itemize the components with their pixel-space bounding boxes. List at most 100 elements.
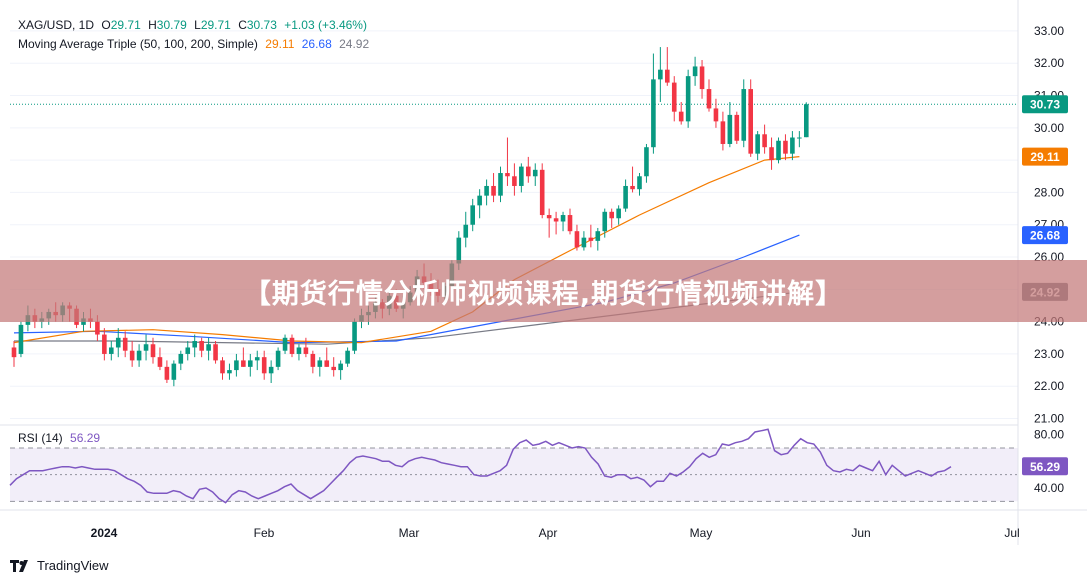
candle	[282, 334, 288, 354]
candle	[338, 360, 343, 380]
candle	[129, 341, 135, 367]
candle-body	[560, 215, 566, 222]
candle-body	[289, 337, 295, 354]
price-tick-label: 30.00	[1034, 121, 1064, 135]
candle	[303, 337, 309, 358]
candle	[317, 357, 323, 377]
candle	[220, 357, 225, 380]
candle-body	[275, 350, 281, 367]
candle-body	[678, 111, 684, 122]
candle-body	[532, 169, 538, 177]
price-badge-bg	[1022, 147, 1068, 166]
candle	[345, 347, 350, 367]
candle	[234, 353, 239, 377]
candle-body	[706, 89, 712, 109]
candle	[331, 357, 336, 377]
time-tick-label: 2024	[91, 526, 118, 540]
candle	[790, 131, 795, 161]
candle-body	[574, 231, 580, 248]
rsi-tick-label: 40.00	[1034, 481, 1064, 495]
candle	[616, 205, 621, 225]
candle-body	[797, 137, 802, 139]
candle-body	[783, 140, 788, 154]
candle	[192, 334, 197, 358]
candle	[595, 227, 601, 251]
candle	[713, 98, 719, 128]
candle	[261, 350, 267, 380]
symbol-header: XAG/USD, 1D O29.71 H30.79 L29.71 C30.73 …	[18, 18, 371, 32]
candle-body	[456, 237, 462, 264]
ma-legend: Moving Average Triple (50, 100, 200, Sim…	[18, 37, 373, 51]
rsi-value: 56.29	[70, 431, 101, 445]
candle-body	[164, 366, 170, 380]
candle	[470, 198, 475, 232]
rsi-badge-label: 56.29	[1030, 460, 1060, 474]
ma200-value: 24.92	[339, 37, 370, 51]
candle-body	[665, 69, 670, 83]
candle	[658, 47, 663, 102]
candle	[310, 350, 316, 374]
candle-body	[352, 321, 357, 351]
candle-body	[234, 360, 239, 371]
candle	[178, 350, 184, 371]
candle	[755, 131, 760, 161]
candle-body	[331, 366, 336, 371]
candle-body	[463, 224, 469, 238]
candle	[254, 350, 260, 371]
candle	[651, 53, 656, 154]
price-badge-label: 29.11	[1030, 150, 1060, 164]
candle-body	[282, 337, 288, 351]
candle	[762, 124, 767, 154]
candle-body	[268, 366, 274, 374]
tradingview-logo-icon	[10, 559, 28, 572]
price-badge: 26.68	[1022, 226, 1068, 245]
candle-body	[150, 344, 156, 358]
open-value: 29.71	[110, 18, 141, 32]
candle-body	[519, 166, 524, 186]
candle-body	[136, 350, 142, 361]
candle-body	[338, 363, 343, 371]
candle-body	[692, 66, 698, 77]
price-badge-bg	[1022, 226, 1068, 245]
candle	[630, 166, 635, 193]
candle	[678, 101, 684, 125]
time-tick-label: May	[690, 526, 713, 540]
candle-body	[526, 166, 531, 177]
candle	[512, 163, 517, 196]
candle-body	[227, 370, 232, 374]
candle	[692, 56, 698, 86]
candle	[574, 224, 580, 251]
banner-text: 【期货行情分析师视频课程,期货行情视频讲解】	[243, 278, 844, 310]
candle	[553, 211, 559, 235]
candle	[539, 163, 545, 219]
rsi-pane	[9, 428, 1018, 504]
price-badge-bg	[1022, 95, 1068, 114]
candle	[526, 156, 531, 183]
low-value: 29.71	[200, 18, 231, 32]
price-tick-label: 23.00	[1034, 347, 1064, 361]
candle-body	[171, 363, 177, 380]
time-tick-label: Jun	[851, 526, 870, 540]
candle	[665, 47, 670, 86]
change-value: +1.03 (+3.46%)	[284, 18, 367, 32]
candle-body	[658, 69, 663, 80]
candle	[519, 163, 524, 193]
candle-body	[470, 205, 475, 225]
candle	[185, 341, 191, 361]
candle	[734, 111, 740, 144]
close-label: C	[238, 18, 247, 32]
rsi-tick-label: 80.00	[1034, 428, 1064, 442]
price-tick-label: 33.00	[1034, 24, 1064, 38]
candle-body	[581, 237, 587, 248]
candle	[491, 173, 496, 203]
candle-body	[602, 211, 608, 232]
candle-body	[254, 357, 260, 361]
candle-body	[595, 231, 601, 241]
price-tick-label: 22.00	[1034, 379, 1064, 393]
candle	[296, 344, 302, 361]
candle-body	[790, 137, 795, 154]
tradingview-logo[interactable]: TradingView	[10, 558, 109, 573]
candle	[741, 79, 747, 148]
candle	[171, 360, 177, 387]
